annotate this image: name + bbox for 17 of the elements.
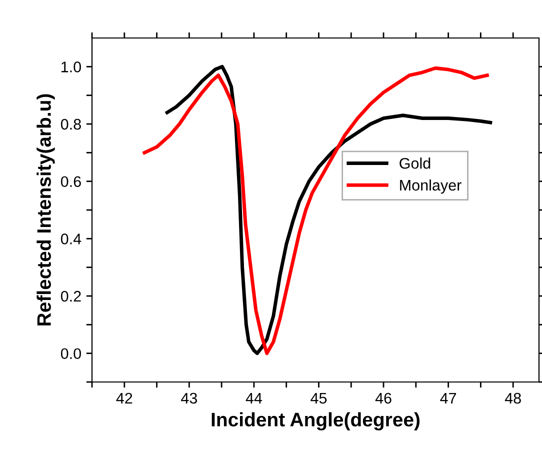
- y-tick-label: 1.0: [62, 62, 81, 72]
- x-tick-label: 47: [440, 392, 456, 404]
- x-tick-label: 44: [246, 392, 262, 404]
- x-tick-label: 42: [116, 392, 132, 404]
- y-tick-label: 0.0: [60, 348, 81, 360]
- legend-label: Monlayer: [400, 179, 462, 194]
- y-axis-title: Reflected Intensity(arb.u): [36, 94, 55, 326]
- y-tick-label: 0.2: [60, 290, 81, 302]
- x-axis-title: Incident Angle(degree): [212, 412, 420, 430]
- y-tick-label: 0.6: [60, 176, 81, 188]
- y-tick-label: 0.8: [60, 118, 81, 130]
- x-tick-label: 46: [375, 392, 392, 404]
- x-tick-label: 48: [504, 392, 521, 404]
- y-tick-label: 0.4: [60, 234, 82, 244]
- legend-label: Gold: [400, 158, 430, 169]
- x-tick-label: 43: [181, 392, 197, 404]
- x-tick-label: 45: [310, 392, 327, 404]
